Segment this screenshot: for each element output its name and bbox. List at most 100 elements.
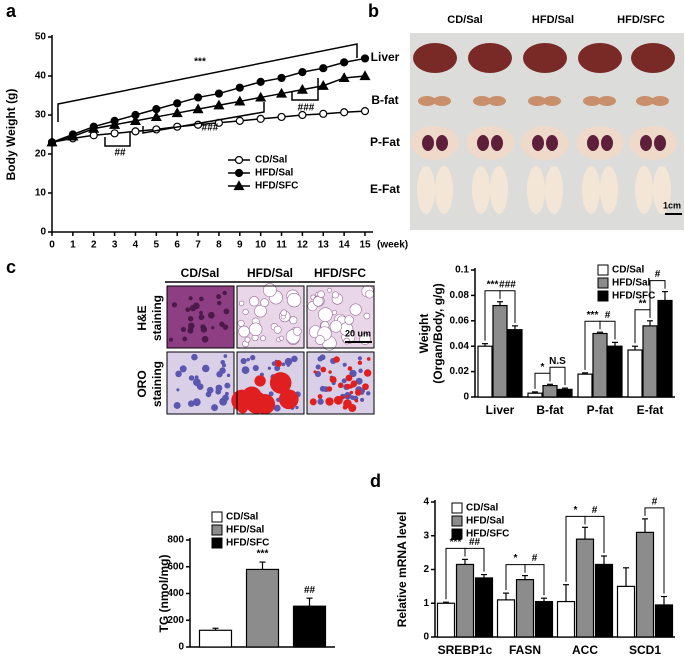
data-point (256, 114, 265, 124)
histology-texture (344, 315, 354, 325)
legend-swatch (211, 511, 223, 523)
data-point (298, 110, 307, 120)
lipid-droplet (333, 395, 343, 405)
histology-texture (363, 312, 371, 320)
y-tick-label: 30 (35, 110, 47, 121)
y-tick-label: 3 (423, 530, 429, 541)
annotation: # (532, 553, 538, 564)
histology-texture (208, 311, 215, 319)
kidney-photo (546, 135, 558, 151)
liver-photo (631, 43, 675, 73)
fat-photo (582, 166, 600, 214)
legend-swatch (451, 528, 463, 540)
bar (616, 585, 636, 638)
panel-letter: a (6, 1, 17, 21)
histology-texture (289, 316, 298, 325)
histology-texture (180, 326, 186, 332)
lipid-droplet (328, 370, 332, 374)
fat-photo (636, 96, 654, 106)
y-tick-label: 0 (178, 642, 184, 653)
data-point (109, 119, 121, 129)
data-point (214, 89, 224, 98)
bar (607, 345, 623, 398)
significance-bracket (464, 547, 485, 572)
legend-marker (233, 180, 245, 191)
histology-texture (171, 302, 178, 308)
histology-texture (222, 290, 227, 296)
x-tick-label: SREBP1c (438, 643, 493, 657)
y-tick-label: 4 (423, 497, 429, 508)
fat-photo (488, 96, 506, 106)
histology-texture (366, 391, 371, 396)
data-point (359, 70, 371, 81)
lipid-droplet (362, 383, 369, 391)
kidney-photo (477, 135, 489, 151)
histology-texture (242, 308, 249, 316)
panel-letter: d (370, 471, 381, 491)
data-point (277, 73, 286, 83)
fat-photo (466, 126, 514, 160)
lipid-droplet (337, 382, 344, 389)
annotation: *** (487, 279, 499, 290)
legend-label: HFD/SFC (226, 538, 269, 549)
legend-swatch (597, 264, 609, 276)
y-tick-label: 0.04 (450, 341, 470, 352)
data-point (255, 91, 267, 102)
bar (492, 304, 508, 398)
histology-texture (223, 354, 228, 358)
histology-texture (200, 326, 208, 333)
histology-texture (202, 364, 210, 373)
x-tick-label: 13 (318, 240, 330, 251)
bar (594, 563, 614, 638)
photo-column-label: HFD/SFC (314, 266, 366, 280)
histology-texture (191, 353, 198, 361)
histology-texture (317, 398, 324, 405)
x-tick-label: B-fat (536, 403, 563, 417)
annotation: ## (114, 148, 126, 159)
fat-photo (651, 96, 669, 106)
significance-bracket (499, 290, 516, 323)
x-tick-label: 15 (359, 240, 371, 251)
annotation: ## (469, 537, 481, 548)
legend-swatch (451, 515, 463, 527)
legend-label: HFD/Sal (612, 278, 651, 289)
x-tick-label: 6 (174, 240, 180, 251)
histology-texture (219, 397, 228, 406)
histology-texture (291, 355, 298, 363)
fat-photo (629, 126, 677, 160)
photo-row-label: B-fat (371, 93, 398, 107)
kidney-photo (640, 135, 652, 151)
histology-texture (173, 401, 181, 409)
fat-photo (583, 96, 601, 106)
photo-row-label: staining (150, 361, 164, 407)
histology-texture (280, 309, 288, 317)
significance-bracket (57, 43, 358, 122)
x-tick-label: 14 (339, 240, 351, 251)
legend-swatch (211, 524, 223, 536)
significance-bracket (644, 507, 665, 594)
lipid-droplet (325, 397, 334, 406)
annotation: * (514, 553, 518, 564)
histology-texture (273, 404, 281, 412)
histology-texture (292, 326, 302, 336)
bar (577, 373, 593, 398)
annotation: *** (587, 310, 599, 321)
histology-texture (254, 304, 267, 318)
y-tick-label: 0.06 (450, 315, 470, 326)
x-tick-label: E-fat (637, 403, 664, 417)
histology-texture (185, 307, 191, 313)
legend-swatch (597, 290, 609, 302)
histology-texture (176, 388, 180, 392)
significance-bracket (524, 564, 545, 596)
fat-photo (598, 96, 616, 106)
x-axis-label: (week) (377, 240, 408, 251)
histology-texture (211, 326, 215, 330)
annotation: ### (202, 123, 219, 134)
series-line (51, 110, 366, 144)
fat-photo (418, 96, 436, 106)
x-tick-label: 4 (133, 240, 139, 251)
bar (575, 538, 595, 638)
fat-photo (521, 126, 569, 160)
histology-texture (252, 364, 259, 372)
